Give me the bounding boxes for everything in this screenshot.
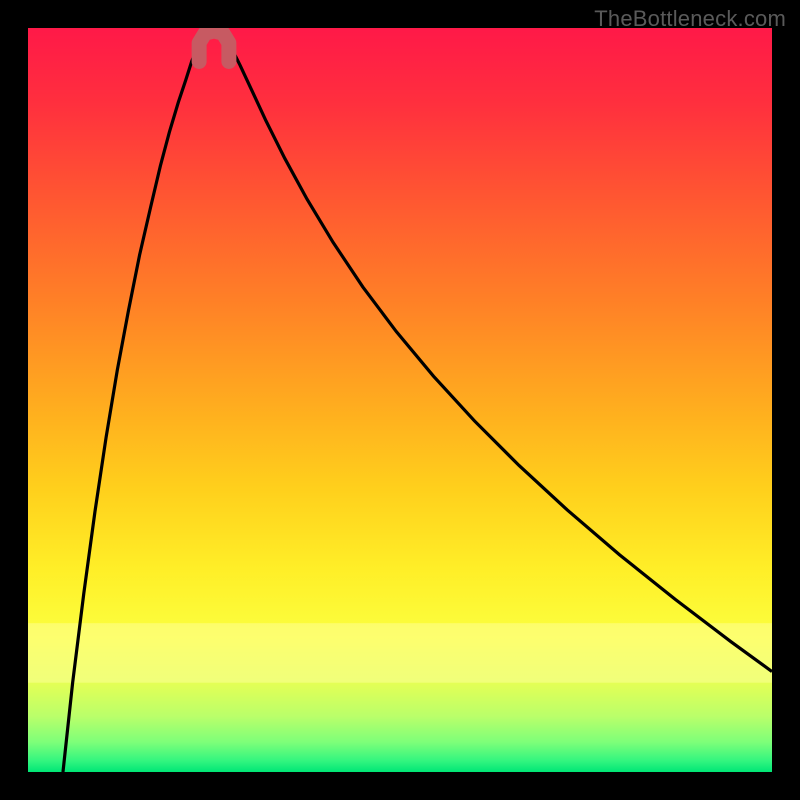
- watermark-text: TheBottleneck.com: [594, 6, 786, 32]
- chart-highlight-band: [28, 623, 772, 683]
- chart-plot-area: [28, 28, 772, 772]
- chart-svg: [28, 28, 772, 772]
- chart-frame: TheBottleneck.com: [0, 0, 800, 800]
